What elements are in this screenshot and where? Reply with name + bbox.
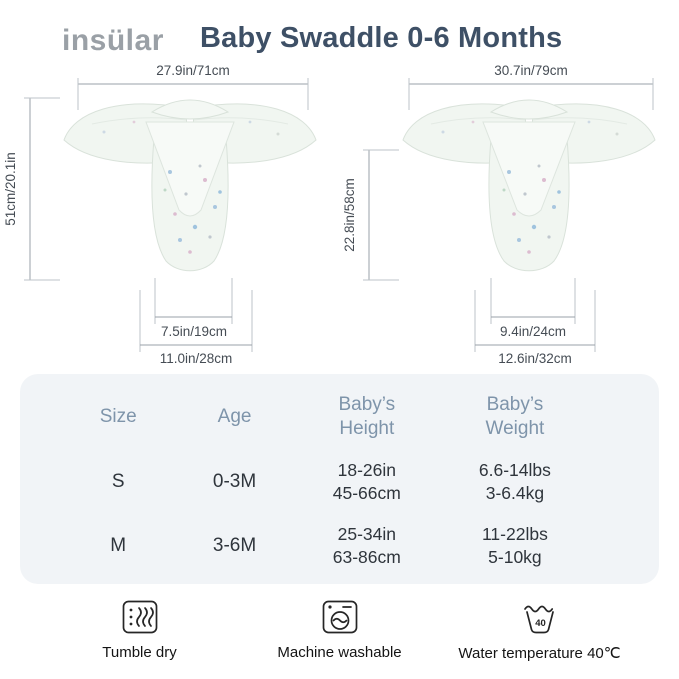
cell-weight: 11-22lbs 5-10kg: [481, 524, 548, 567]
machine-washable-icon: [322, 600, 357, 634]
care-item-machine-washable: Machine washable: [255, 597, 425, 662]
col-header-weight: Baby’s Weight: [485, 394, 545, 439]
table-row-size-s: S 0-3M 18-26in 45-66cm 6.6-14lbs 3-6.4kg: [60, 454, 589, 510]
col-header-age: Age: [217, 406, 252, 428]
care-instructions: Tumble dry Machine washable 40 Water tem…: [0, 597, 679, 662]
dim-side-height-label: 22.8in/58cm: [342, 178, 357, 252]
care-label-tumble-dry: Tumble dry: [102, 644, 177, 661]
dim-outer-width-label: 12.6in/32cm: [498, 351, 572, 366]
dim-inner-width-label: 7.5in/19cm: [161, 324, 227, 339]
col-header-size: Size: [99, 406, 137, 428]
care-label-machine-washable: Machine washable: [277, 644, 402, 661]
cell-height: 25-34in 63-86cm: [332, 524, 401, 567]
cell-size: S: [111, 470, 125, 492]
size-diagram-small-svg: 27.9in/71cm 51cm/20.1in 7.5in/19cm 11.0i…: [3, 63, 317, 366]
water-temperature-icon: 40: [523, 605, 554, 634]
size-diagram-small: 27.9in/71cm 51cm/20.1in 7.5in/19cm 11.0i…: [0, 62, 340, 367]
cell-age: 3-6M: [212, 534, 257, 556]
care-item-tumble-dry: Tumble dry: [55, 597, 225, 662]
cell-weight: 6.6-14lbs 3-6.4kg: [478, 460, 551, 503]
col-header-height: Baby’s Height: [338, 394, 396, 439]
care-label-water-temperature: Water temperature 40℃: [458, 645, 621, 662]
cell-height: 18-26in 45-66cm: [332, 460, 401, 503]
swaddle-print-dots: [102, 120, 280, 254]
page-title: Baby Swaddle 0-6 Months: [200, 22, 563, 54]
dim-side-height-label: 51cm/20.1in: [3, 152, 18, 226]
swaddle-illustration: [402, 99, 656, 272]
dimension-lines: [363, 78, 654, 352]
cell-age: 0-3M: [212, 470, 257, 492]
swaddle-illustration: [63, 99, 317, 272]
size-diagram-medium-svg: 30.7in/79cm 22.8in/58cm 9.4in/24cm 12.6i…: [342, 63, 656, 366]
water-temperature-value: 40: [535, 618, 546, 629]
cell-size: M: [110, 534, 127, 556]
page-header: insülar Baby Swaddle 0-6 Months: [0, 16, 679, 64]
dim-top-width-label: 30.7in/79cm: [494, 63, 568, 78]
size-diagram-medium: 30.7in/79cm 22.8in/58cm 9.4in/24cm 12.6i…: [339, 62, 679, 367]
table-row-size-m: M 3-6M 25-34in 63-86cm 11-22lbs 5-10kg: [60, 518, 589, 574]
care-item-water-temperature: 40 Water temperature 40℃: [455, 597, 625, 662]
tumble-dry-icon: [122, 600, 157, 634]
size-chart: Size Age Baby’s Height Baby’s Weight S 0…: [20, 374, 659, 584]
size-chart-header-row: Size Age Baby’s Height Baby’s Weight: [60, 392, 589, 442]
dim-outer-width-label: 11.0in/28cm: [160, 351, 233, 366]
dim-inner-width-label: 9.4in/24cm: [500, 324, 566, 339]
swaddle-print-dots: [441, 120, 619, 254]
dimension-lines: [24, 78, 309, 352]
dim-top-width-label: 27.9in/71cm: [156, 63, 230, 78]
brand-logo: insülar: [62, 24, 164, 57]
